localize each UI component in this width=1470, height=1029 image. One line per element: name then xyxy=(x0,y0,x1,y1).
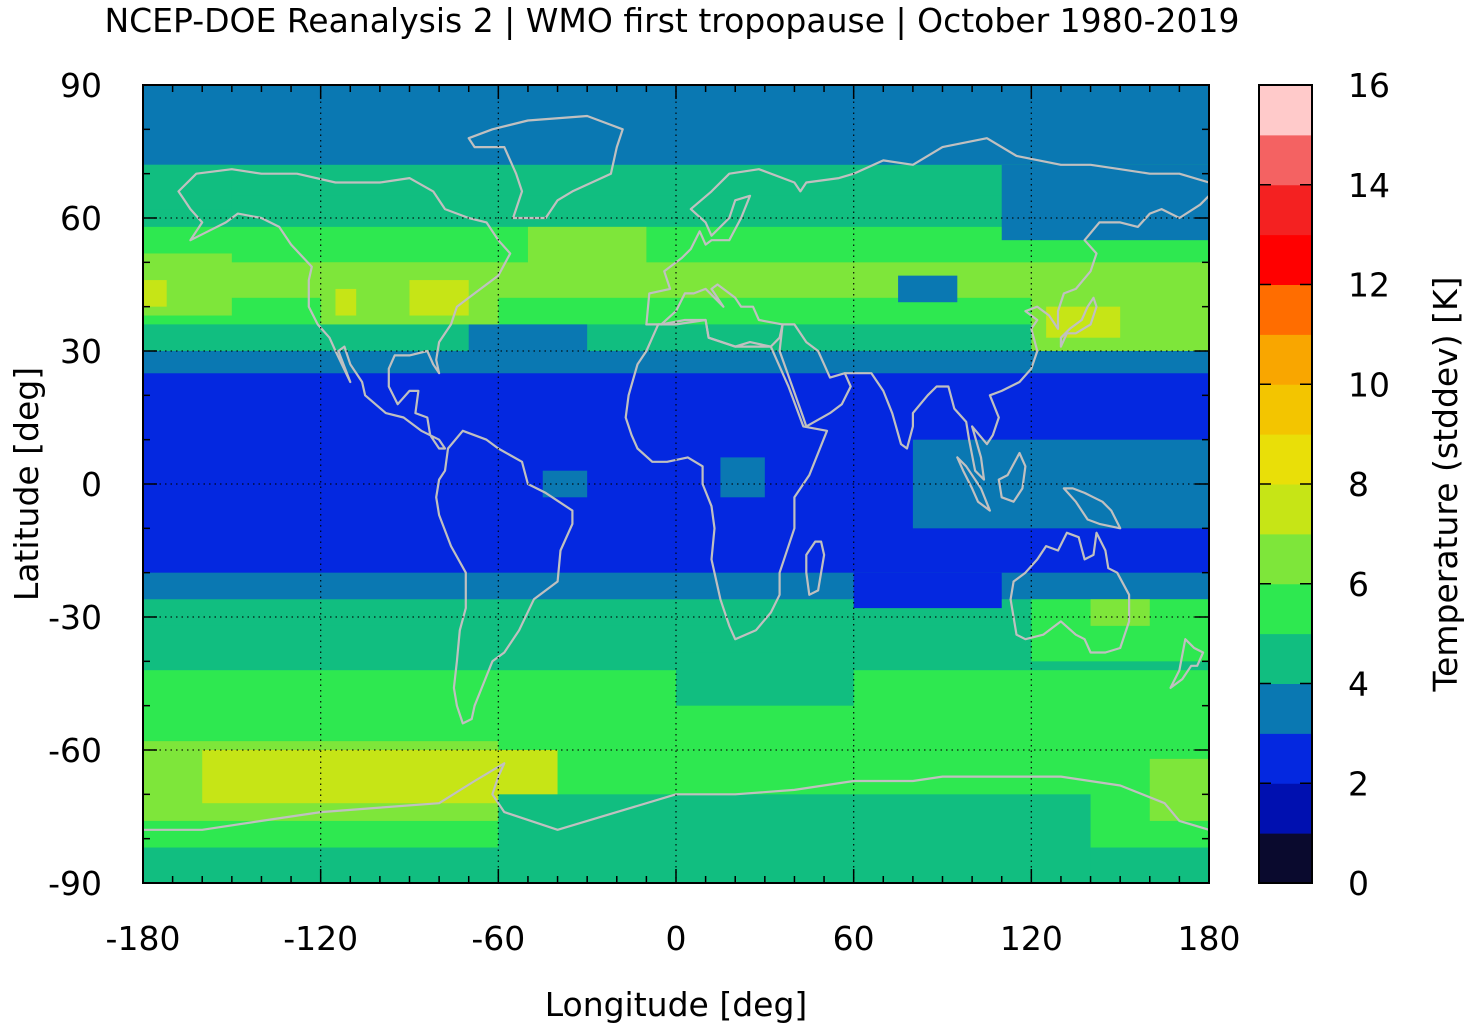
x-axis-label: Longitude [deg] xyxy=(545,985,808,1024)
y-tick-label: 30 xyxy=(60,332,102,371)
coastline xyxy=(467,114,624,220)
coastline xyxy=(843,194,1209,481)
colorbar-segment xyxy=(1259,284,1312,335)
x-tick-label: -180 xyxy=(106,919,181,958)
colorbar-segment xyxy=(1259,484,1312,535)
chart-title: NCEP-DOE Reanalysis 2 | WMO first tropop… xyxy=(104,1,1239,40)
anomaly-cell xyxy=(409,280,469,316)
anomaly-cell xyxy=(1001,164,1209,241)
y-tick-label: 90 xyxy=(60,66,102,105)
coastline xyxy=(956,456,992,512)
coastline xyxy=(624,318,829,641)
anomaly-cell xyxy=(912,439,1209,529)
y-axis-label: Latitude [deg] xyxy=(7,367,46,601)
x-tick-label: -120 xyxy=(283,919,358,958)
colorbar-tick-label: 2 xyxy=(1348,764,1369,803)
coastline xyxy=(997,451,1027,503)
anomaly-cell xyxy=(720,457,765,498)
x-tick-label: 0 xyxy=(666,919,687,958)
colorbar-segment xyxy=(1259,683,1312,734)
anomaly-cell xyxy=(335,288,357,316)
coastline xyxy=(1059,296,1098,348)
colorbar-tick-label: 10 xyxy=(1348,365,1390,404)
anomaly-cell xyxy=(143,351,1209,374)
colorbar-segment xyxy=(1259,633,1312,684)
anomaly-cell xyxy=(143,280,167,307)
colorbar-segment xyxy=(1259,384,1312,435)
anomaly-cell xyxy=(898,275,958,303)
colorbar-label: Temperature (stddev) [K] xyxy=(1426,276,1465,692)
colorbar-segment xyxy=(1259,134,1312,186)
coastline xyxy=(143,762,1209,831)
colorbar-segment xyxy=(1259,733,1312,784)
coastline xyxy=(177,168,512,450)
colorbar-segment xyxy=(1259,783,1312,834)
colorbar xyxy=(1259,85,1312,884)
coastlines xyxy=(143,114,1209,831)
colorbar-tick-label: 4 xyxy=(1348,665,1369,704)
zonal-band-cell xyxy=(143,714,1209,742)
colorbar-segment xyxy=(1259,434,1312,485)
colorbar-segment xyxy=(1259,234,1312,285)
anomaly-cell xyxy=(498,794,1091,883)
coastline xyxy=(805,540,826,596)
gridlines xyxy=(143,85,1209,883)
y-tick-label: -90 xyxy=(48,864,102,903)
coastline xyxy=(1062,487,1122,530)
colorbar-segment xyxy=(1259,583,1312,635)
anomaly-cell xyxy=(853,572,1002,609)
colorbar-tick-label: 8 xyxy=(1348,465,1369,504)
y-axis: 90 60 30 0 -30 -60 -90 xyxy=(48,66,1209,903)
y-tick-label: -30 xyxy=(48,598,102,637)
colorbar-ticks: 0 2 4 6 8 10 12 14 16 xyxy=(1259,66,1390,903)
x-axis: -180 -120 -60 0 60 120 180 xyxy=(106,85,1241,958)
anomaly-cell xyxy=(1149,758,1209,821)
coastline xyxy=(645,137,1209,326)
colorbar-tick-label: 12 xyxy=(1348,266,1390,305)
x-tick-label: -60 xyxy=(471,919,525,958)
x-tick-label: 120 xyxy=(1000,919,1063,958)
colorbar-segment xyxy=(1259,334,1312,385)
y-tick-label: -60 xyxy=(48,731,102,770)
colorbar-segment xyxy=(1259,833,1312,884)
anomaly-cell xyxy=(542,470,588,498)
colorbar-tick-label: 14 xyxy=(1348,166,1390,205)
colorbar-tick-label: 6 xyxy=(1348,565,1369,604)
colorbar-segment xyxy=(1259,184,1312,236)
anomaly-cell xyxy=(143,164,232,210)
colorbar-tick-label: 0 xyxy=(1348,864,1369,903)
colorbar-segment xyxy=(1259,533,1312,585)
x-tick-label: 180 xyxy=(1178,919,1241,958)
anomaly-cell xyxy=(1090,599,1150,626)
coastline xyxy=(435,429,574,725)
y-tick-label: 60 xyxy=(60,199,102,238)
coastline xyxy=(778,323,852,428)
colorbar-tick-label: 16 xyxy=(1348,66,1390,105)
coastline xyxy=(1169,638,1205,690)
anomaly-cell xyxy=(527,226,647,289)
coastline xyxy=(1009,531,1131,654)
colorbar-segment xyxy=(1259,85,1312,136)
anomaly-cell xyxy=(468,324,588,351)
y-tick-label: 0 xyxy=(81,465,102,504)
x-tick-label: 60 xyxy=(833,919,875,958)
anomaly-cell xyxy=(676,652,854,706)
